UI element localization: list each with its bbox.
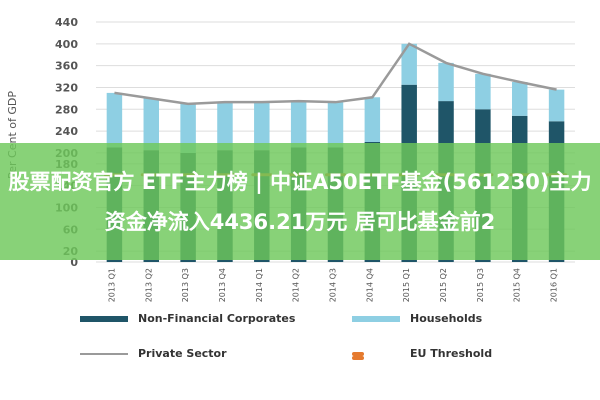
x-tick-labels: 2013 Q1 2013 Q2 2013 Q3 2013 Q4 2014 Q1 2014 … xyxy=(107,268,558,302)
y-tick-label: 440 xyxy=(55,16,78,29)
legend-item-households: Households xyxy=(352,312,482,325)
x-tick-label: 2013 Q1 xyxy=(107,268,116,302)
x-tick-label: 2015 Q3 xyxy=(476,268,485,302)
x-tick-label: 2013 Q3 xyxy=(181,268,190,302)
legend-item-private-sector: Private Sector xyxy=(80,347,227,360)
legend-item-eu-threshold: EU Threshold xyxy=(352,347,492,360)
x-tick-label: 2015 Q4 xyxy=(513,268,522,302)
bar-households xyxy=(327,102,344,148)
x-tick-label: 2016 Q1 xyxy=(550,268,559,302)
y-tick-label: 400 xyxy=(55,38,78,51)
bar-households xyxy=(290,101,307,148)
legend-item-non-financial: Non-Financial Corporates xyxy=(80,312,295,325)
x-tick-label: 2015 Q1 xyxy=(402,268,411,302)
x-tick-label: 2015 Q2 xyxy=(439,268,448,302)
legend-swatch-non-financial xyxy=(80,315,128,322)
bar-households xyxy=(364,97,381,142)
y-tick-label: 280 xyxy=(55,103,78,116)
legend-swatch-private-sector xyxy=(80,352,128,355)
x-tick-label: 2014 Q2 xyxy=(292,268,301,302)
y-tick-label: 320 xyxy=(55,81,78,94)
bar-households xyxy=(548,89,565,122)
y-tick-label: 360 xyxy=(55,60,78,73)
x-tick-label: 2014 Q3 xyxy=(329,268,338,302)
legend-swatch-households xyxy=(352,315,400,322)
y-tick-label: 0 xyxy=(70,256,78,269)
x-tick-label: 2013 Q4 xyxy=(218,268,227,302)
bar-households xyxy=(438,62,454,102)
legend-label-private-sector: Private Sector xyxy=(138,347,227,360)
x-tick-label: 2013 Q2 xyxy=(144,268,153,302)
bar-households xyxy=(106,92,123,148)
banner-text[interactable]: 股票配资官方 ETF主力榜 | 中证A50ETF基金(561230)主力资金净流… xyxy=(8,169,592,234)
x-tick-label: 2014 Q1 xyxy=(255,268,264,302)
bar-households xyxy=(475,73,491,110)
legend-label-eu-threshold: EU Threshold xyxy=(410,347,493,360)
bar-households xyxy=(401,43,417,85)
x-tick-label: 2014 Q4 xyxy=(365,268,374,302)
bar-households xyxy=(254,102,270,151)
overlay-banner[interactable]: 股票配资官方 ETF主力榜 | 中证A50ETF基金(561230)主力资金净流… xyxy=(0,143,600,260)
legend-label-non-financial: Non-Financial Corporates xyxy=(138,312,296,325)
y-tick-label: 240 xyxy=(55,125,78,138)
bar-households xyxy=(217,102,233,151)
bar-households xyxy=(143,98,160,151)
line-private-sector xyxy=(114,42,557,106)
legend: Non-Financial Corporates Households Priv… xyxy=(80,306,580,386)
legend-label-households: Households xyxy=(410,312,483,325)
bar-households xyxy=(511,82,528,116)
bar-households xyxy=(180,103,196,153)
legend-swatch-eu-threshold xyxy=(352,351,400,360)
